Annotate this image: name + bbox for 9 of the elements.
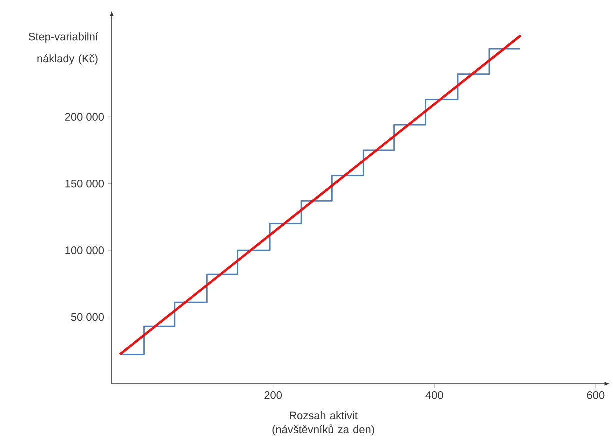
y-tick-label: 200 000 <box>65 113 104 121</box>
x-tick-label: 200 <box>264 392 282 400</box>
y-tick-label: 50 000 <box>71 313 104 322</box>
x-tick-label: 400 <box>426 392 444 400</box>
y-tick-label: 100 000 <box>66 246 104 254</box>
x-tick-label: 600 <box>587 392 605 400</box>
y-tick-label: 150 000 <box>66 180 104 188</box>
x-axis-title: Rozsah aktivit (návštěvníků za den) <box>272 412 374 436</box>
y-axis-title: Step-variabilní náklady (Kč) <box>28 32 98 65</box>
